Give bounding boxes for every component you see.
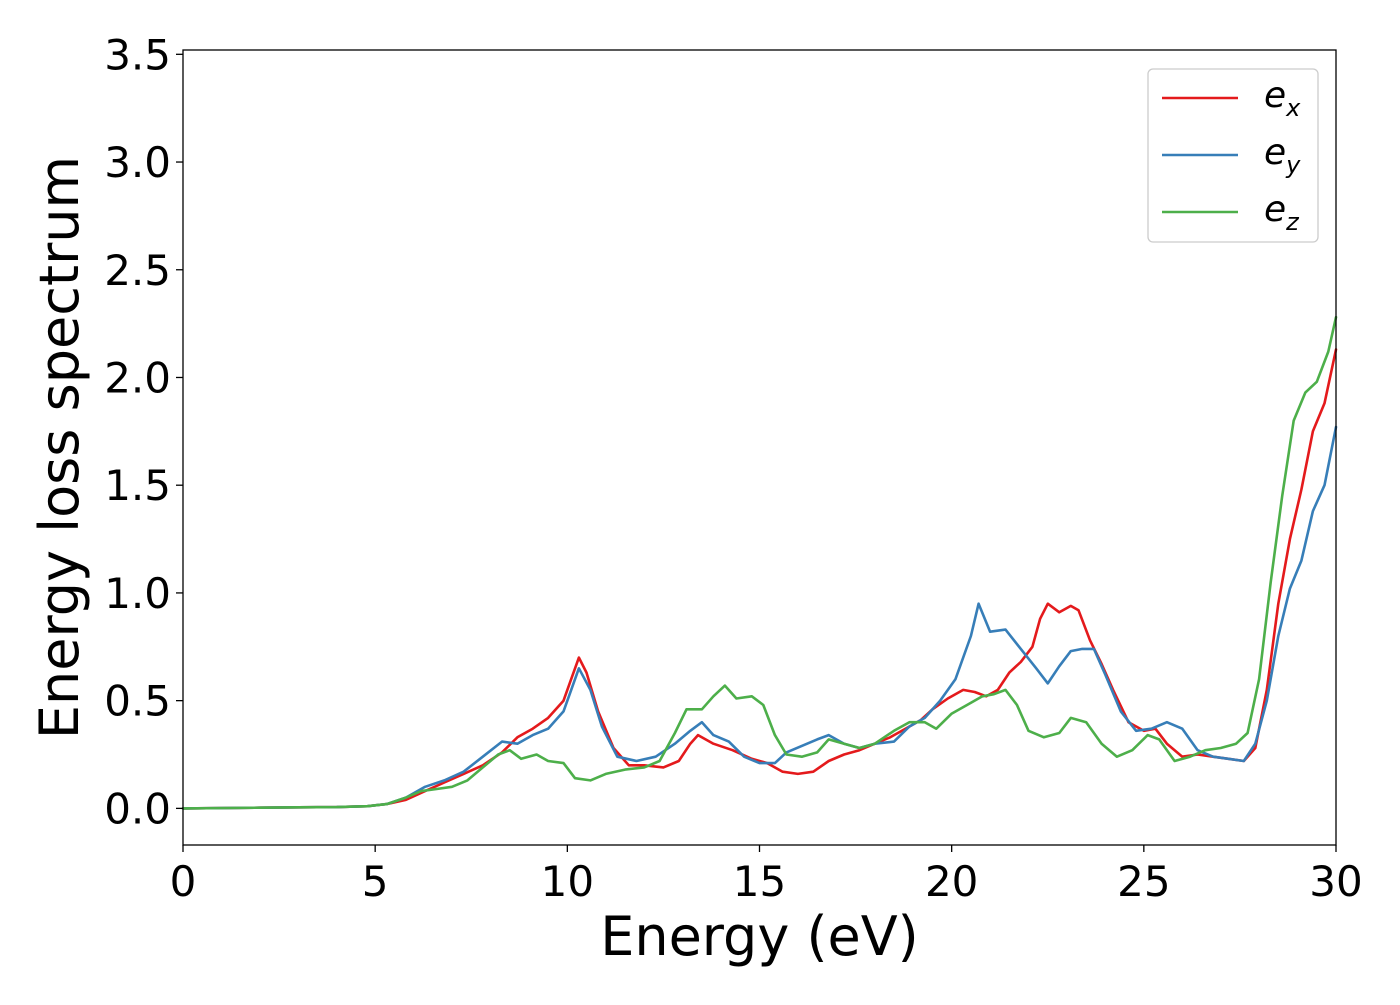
x-axis-label: Energy (eV): [600, 905, 919, 968]
x-tick-label: 20: [925, 857, 978, 906]
y-tick-label: 3.5: [104, 30, 171, 79]
x-tick-label: 5: [362, 857, 389, 906]
series-layer: [181, 315, 1338, 810]
y-tick-label: 2.5: [104, 246, 171, 295]
x-tick-label: 10: [541, 857, 594, 906]
legend-label-e-y: ey: [1264, 132, 1301, 179]
legend-label-base: e: [1264, 132, 1286, 173]
series-line-e-y: [181, 425, 1338, 810]
y-tick-label: 0.0: [104, 784, 171, 833]
y-tick-label: 2.0: [104, 353, 171, 402]
legend-label-subscript: x: [1285, 94, 1301, 122]
series-line-e-z: [181, 315, 1338, 810]
x-tick-label: 30: [1309, 857, 1362, 906]
y-tick-label: 3.0: [104, 138, 171, 187]
legend-label-subscript: y: [1285, 151, 1301, 179]
x-tick-label: 15: [733, 857, 786, 906]
y-tick-label: 1.5: [104, 461, 171, 510]
legend-label-subscript: z: [1285, 208, 1300, 236]
legend-label-base: e: [1264, 75, 1286, 116]
y-axis-label: Energy loss spectrum: [28, 156, 91, 739]
y-tick-label: 0.5: [104, 677, 171, 726]
x-tick-label: 0: [170, 857, 197, 906]
y-axis-ticks: 0.0 0.5 1.0 1.5 2.0 2.5 3.0 3.5: [104, 30, 183, 833]
legend-label-e-x: ex: [1264, 75, 1301, 122]
legend-label-base: e: [1264, 189, 1286, 230]
x-tick-label: 25: [1117, 857, 1170, 906]
series-line-e-x: [181, 348, 1338, 810]
legend-label-e-z: ez: [1264, 189, 1300, 236]
x-axis-ticks: 0 5 10 15 20 25 30: [170, 845, 1363, 906]
y-tick-label: 1.0: [104, 569, 171, 618]
